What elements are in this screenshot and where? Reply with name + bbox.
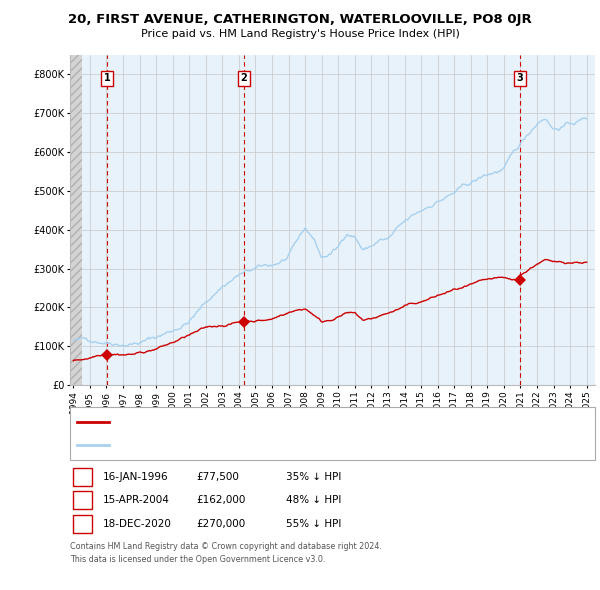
Text: 20, FIRST AVENUE, CATHERINGTON, WATERLOOVILLE, PO8 0JR: 20, FIRST AVENUE, CATHERINGTON, WATERLOO… (68, 13, 532, 26)
Text: 2: 2 (241, 73, 247, 83)
Text: 48% ↓ HPI: 48% ↓ HPI (286, 496, 341, 505)
Text: 3: 3 (79, 519, 86, 529)
Text: 35% ↓ HPI: 35% ↓ HPI (286, 472, 341, 481)
Text: Contains HM Land Registry data © Crown copyright and database right 2024.: Contains HM Land Registry data © Crown c… (70, 542, 382, 550)
Text: £162,000: £162,000 (196, 496, 245, 505)
Text: 18-DEC-2020: 18-DEC-2020 (103, 519, 172, 529)
Text: £77,500: £77,500 (196, 472, 239, 481)
Text: 16-JAN-1996: 16-JAN-1996 (103, 472, 169, 481)
Text: Price paid vs. HM Land Registry's House Price Index (HPI): Price paid vs. HM Land Registry's House … (140, 29, 460, 39)
Text: 2: 2 (79, 496, 86, 505)
Text: £270,000: £270,000 (196, 519, 245, 529)
Bar (70, 55, 82, 385)
Text: 3: 3 (517, 73, 523, 83)
Text: This data is licensed under the Open Government Licence v3.0.: This data is licensed under the Open Gov… (70, 555, 325, 563)
Text: 1: 1 (104, 73, 110, 83)
Text: 1: 1 (79, 472, 86, 481)
Text: 55% ↓ HPI: 55% ↓ HPI (286, 519, 341, 529)
Text: HPI: Average price, detached house, East Hampshire: HPI: Average price, detached house, East… (114, 441, 341, 450)
Text: 20, FIRST AVENUE, CATHERINGTON, WATERLOOVILLE, PO8 0JR (detached house): 20, FIRST AVENUE, CATHERINGTON, WATERLOO… (114, 418, 461, 427)
Text: 15-APR-2004: 15-APR-2004 (103, 496, 170, 505)
